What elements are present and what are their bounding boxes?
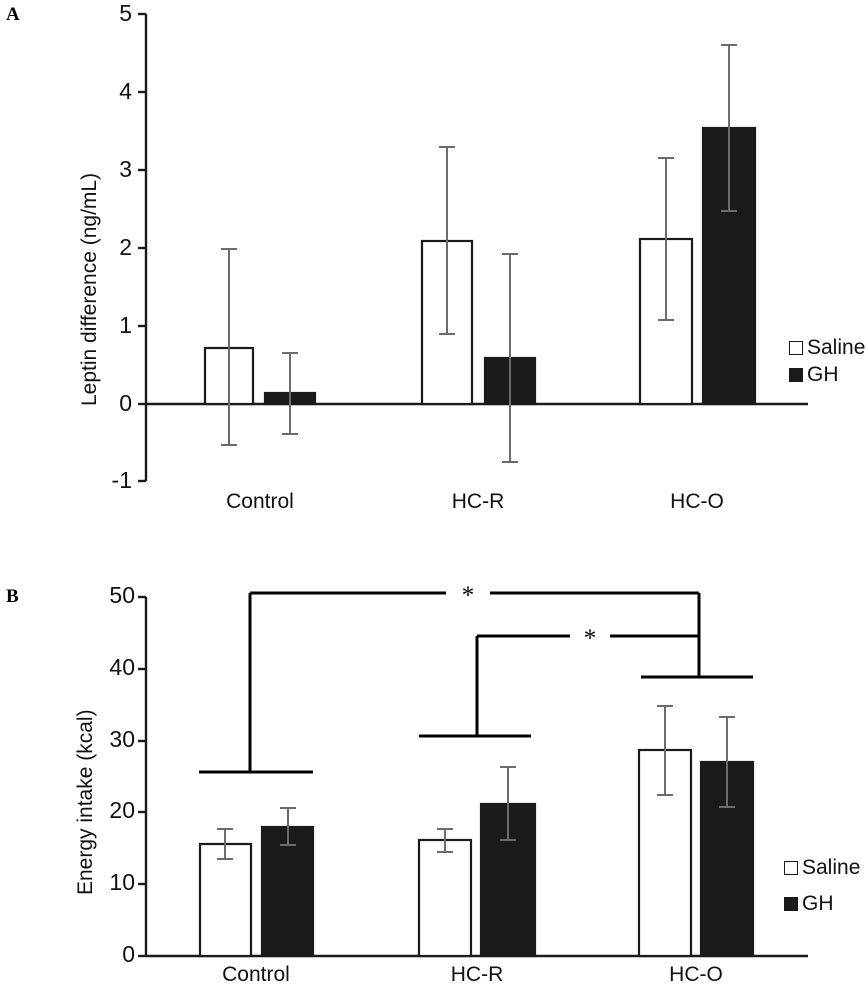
panel-b-ytick-0: 0 <box>122 941 135 967</box>
panel-a-legend-label-saline: Saline <box>807 336 866 359</box>
panel-b-letter: B <box>6 586 19 607</box>
panel-b-ytick-20: 20 <box>109 797 135 823</box>
panel-b-plot <box>138 591 808 958</box>
panel-a-ytick-2: 2 <box>119 234 132 260</box>
panel-a: A Leptin difference (ng/mL) 5 4 3 2 1 0 … <box>6 0 865 513</box>
panel-a-errorbars <box>221 44 737 463</box>
panel-a-xtick-hcr: HC-R <box>451 490 505 513</box>
panel-a-legend-label-gh: GH <box>807 363 839 386</box>
panel-a-ytick-neg1: -1 <box>111 467 132 493</box>
panel-a-legend-item-saline: Saline <box>789 336 865 360</box>
panel-a-letter: A <box>6 4 20 25</box>
panel-a-ytick-1: 1 <box>119 312 132 338</box>
panel-a-ytick-0: 0 <box>119 390 132 416</box>
panel-b-legend-label-gh: GH <box>802 892 834 915</box>
panel-b: B Energy intake (kcal) 50 40 30 20 10 0 <box>0 560 868 994</box>
panel-b-ytick-10: 10 <box>109 869 135 895</box>
hollow-square-icon <box>789 341 803 355</box>
panel-b-legend-item-gh: GH <box>784 892 834 916</box>
filled-square-icon <box>789 368 803 382</box>
panel-b-xtick-control: Control <box>222 963 290 986</box>
panel-b-ytick-50: 50 <box>109 582 135 608</box>
panel-a-xtick-hco: HC-O <box>670 490 724 513</box>
panel-a-xtick-control: Control <box>226 490 294 513</box>
panel-a-ytick-3: 3 <box>119 156 132 182</box>
panel-a-ytick-5: 5 <box>119 0 132 26</box>
bar-b-control-gh <box>260 825 315 958</box>
panel-b-ytick-40: 40 <box>109 654 135 680</box>
panel-a-ytick-4: 4 <box>119 78 132 104</box>
panel-b-legend-label-saline: Saline <box>802 856 861 879</box>
bar-b-hco-gh <box>699 760 755 958</box>
hollow-square-icon <box>784 861 798 875</box>
bar-b-hcr-saline <box>417 838 473 958</box>
panel-a-plot <box>138 12 808 483</box>
panel-b-errorbars <box>217 705 735 860</box>
sig-star-1: * <box>461 582 475 609</box>
panel-b-significance-brackets <box>199 591 753 774</box>
panel-b-ytick-30: 30 <box>109 726 135 752</box>
panel-b-xtick-hcr: HC-R <box>450 963 504 986</box>
filled-square-icon <box>784 897 798 911</box>
panel-b-xtick-hco: HC-O <box>669 963 723 986</box>
panel-b-legend-item-saline: Saline <box>784 856 860 880</box>
sig-star-2: * <box>583 625 597 652</box>
panel-a-legend-item-gh: GH <box>789 363 839 387</box>
bar-b-control-saline <box>198 842 253 958</box>
